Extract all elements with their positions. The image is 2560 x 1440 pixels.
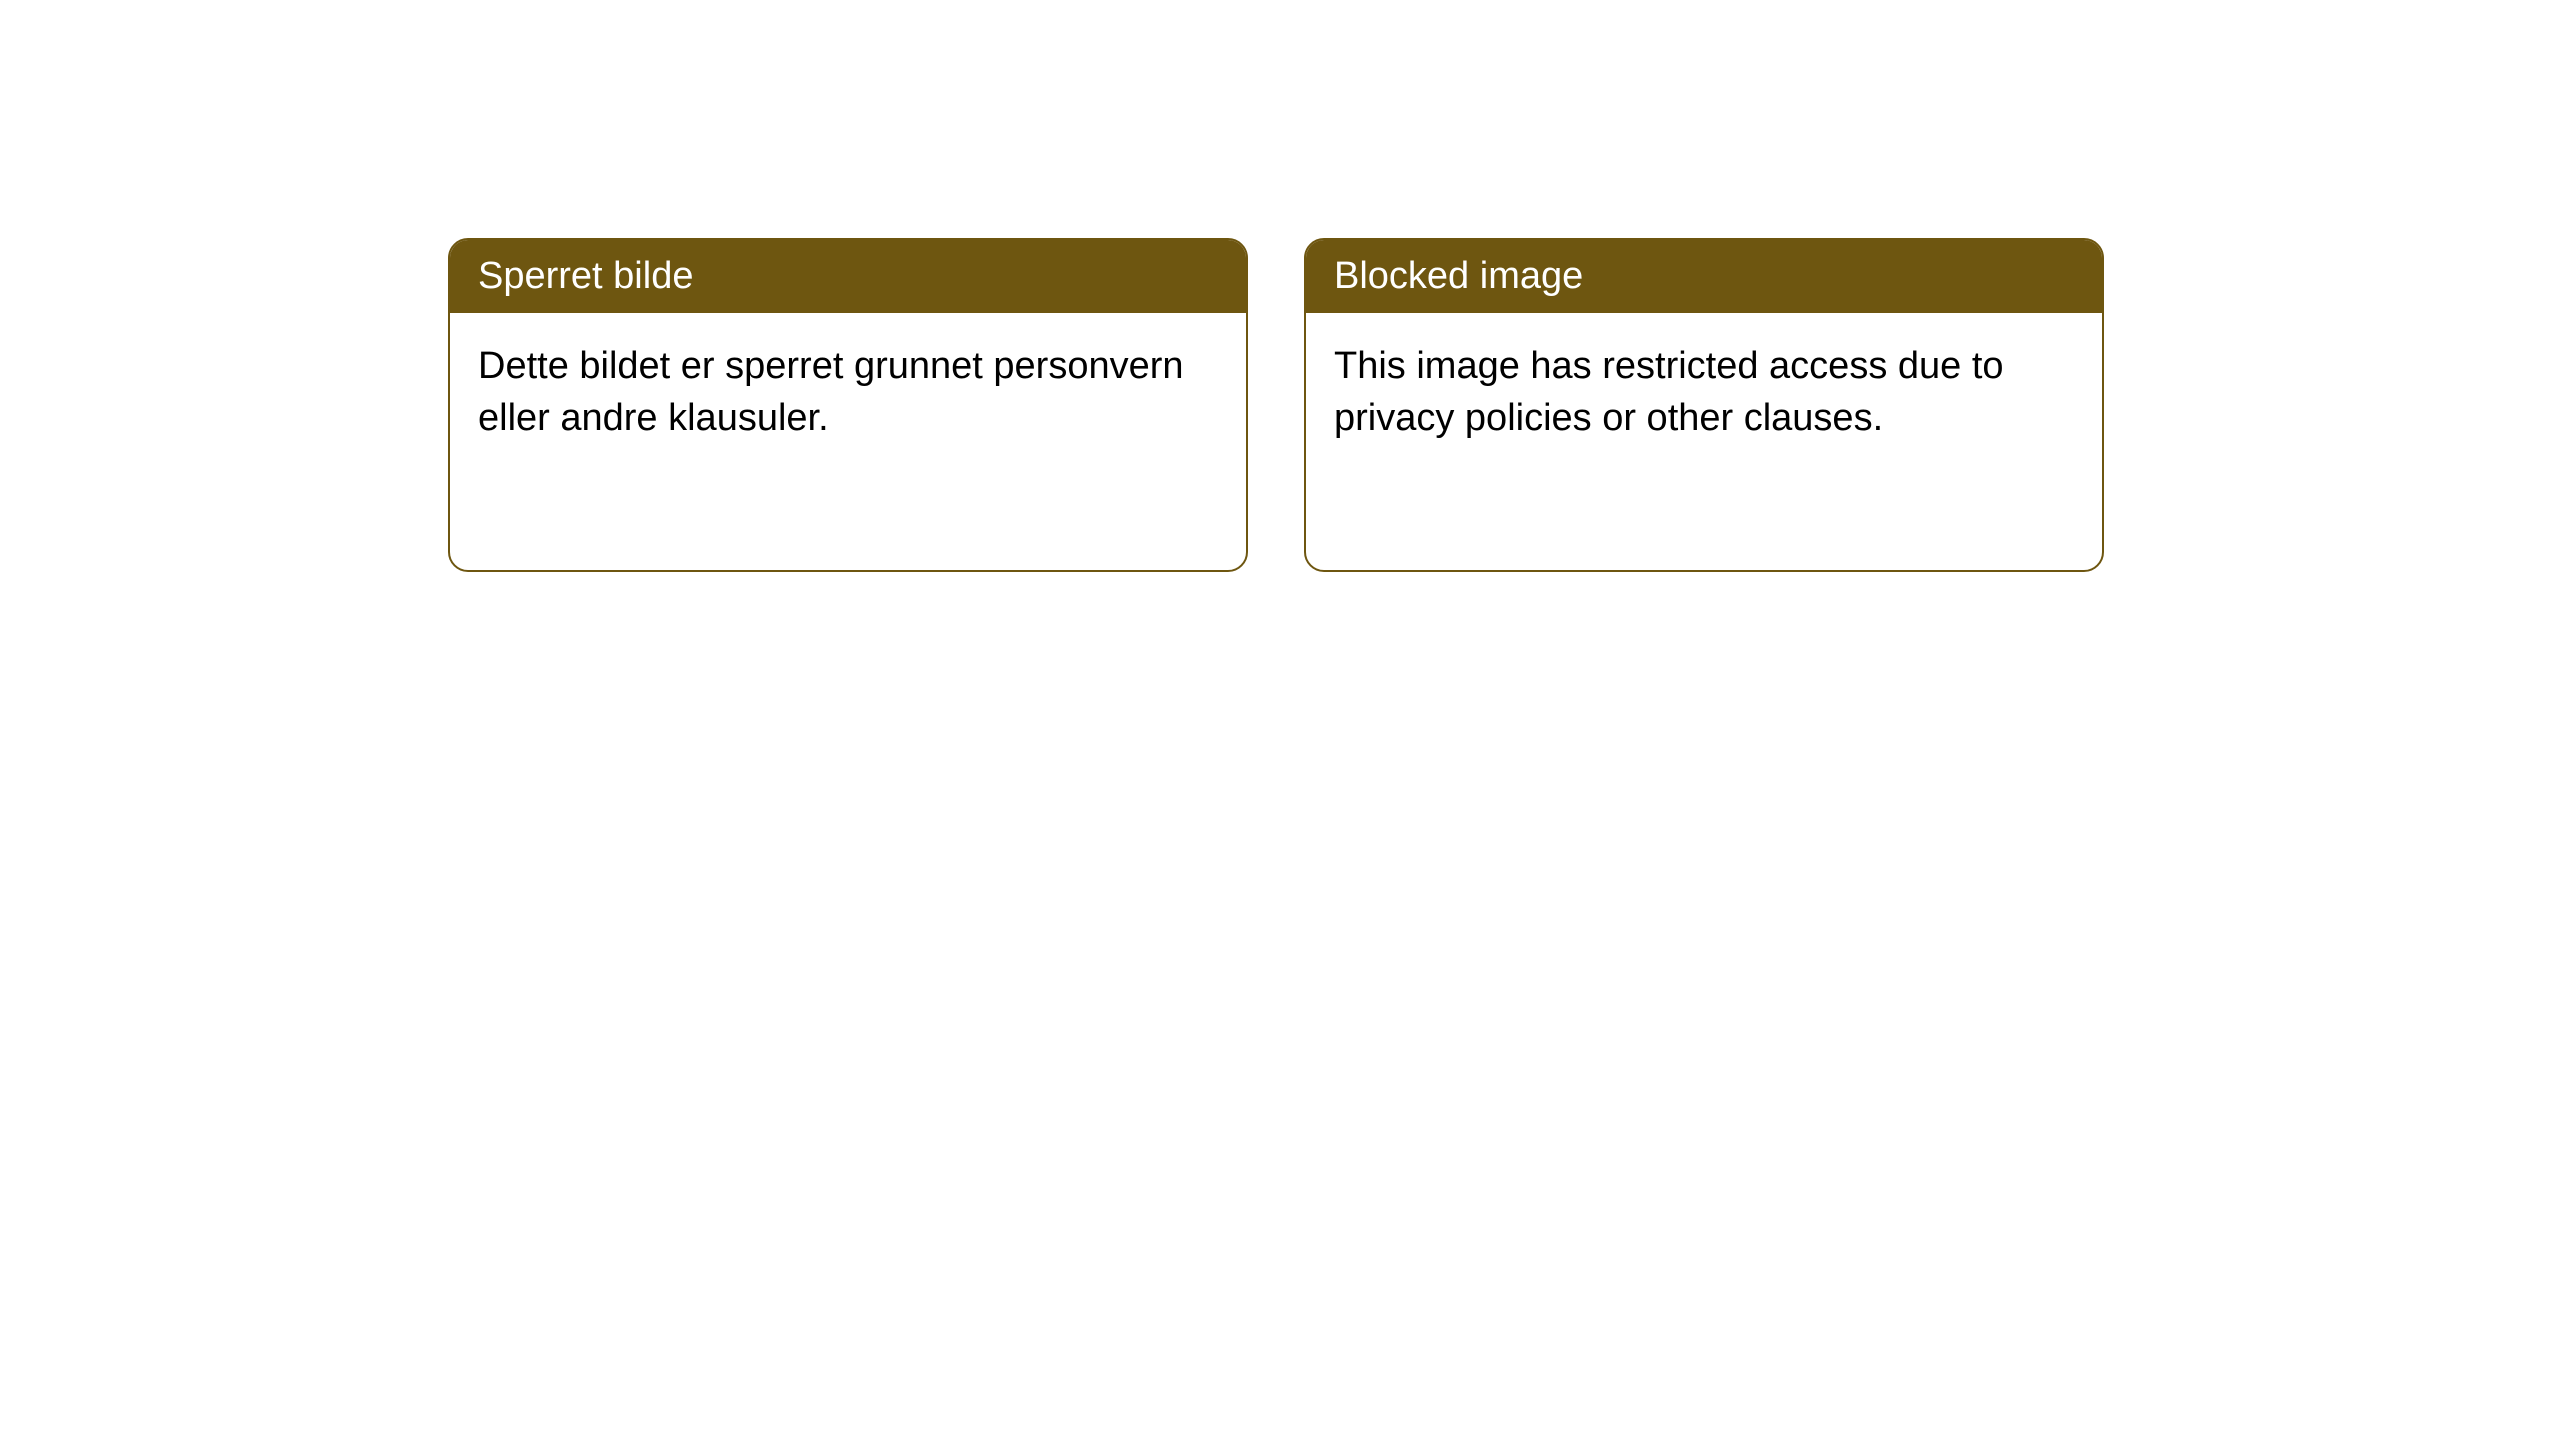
notice-box-en: Blocked image This image has restricted …	[1304, 238, 2104, 572]
notice-body-en: This image has restricted access due to …	[1306, 313, 2102, 472]
notice-box-no: Sperret bilde Dette bildet er sperret gr…	[448, 238, 1248, 572]
notice-container: Sperret bilde Dette bildet er sperret gr…	[448, 238, 2104, 572]
notice-body-no: Dette bildet er sperret grunnet personve…	[450, 313, 1246, 472]
notice-header-en: Blocked image	[1306, 240, 2102, 313]
notice-header-no: Sperret bilde	[450, 240, 1246, 313]
